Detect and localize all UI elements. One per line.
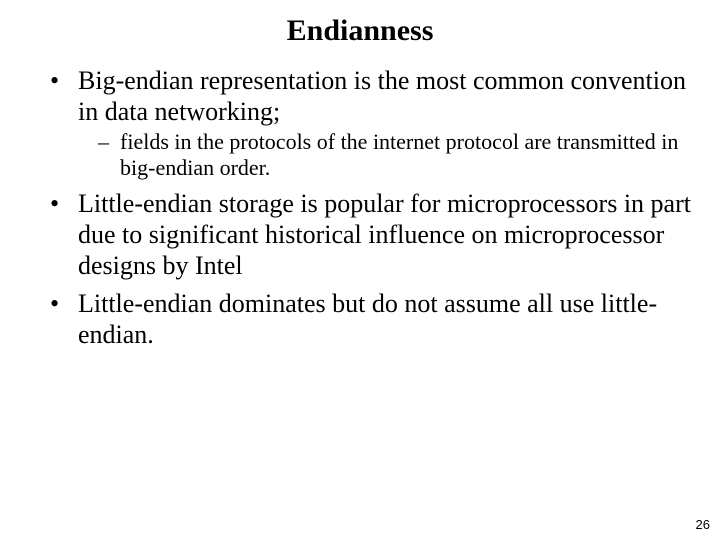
sub-bullet-list: fields in the protocols of the internet … [78,129,692,181]
page-number: 26 [696,517,710,532]
slide: Endianness Big-endian representation is … [0,0,720,540]
bullet-item: Little-endian storage is popular for mic… [50,189,692,281]
bullet-text: Little-endian dominates but do not assum… [78,289,657,349]
bullet-item: Big-endian representation is the most co… [50,66,692,181]
sub-bullet-item: fields in the protocols of the internet … [98,129,692,181]
bullet-list: Big-endian representation is the most co… [0,66,720,351]
bullet-text: Big-endian representation is the most co… [78,66,686,126]
sub-bullet-text: fields in the protocols of the internet … [120,129,678,180]
bullet-text: Little-endian storage is popular for mic… [78,189,691,279]
slide-title: Endianness [0,0,720,58]
bullet-item: Little-endian dominates but do not assum… [50,289,692,350]
